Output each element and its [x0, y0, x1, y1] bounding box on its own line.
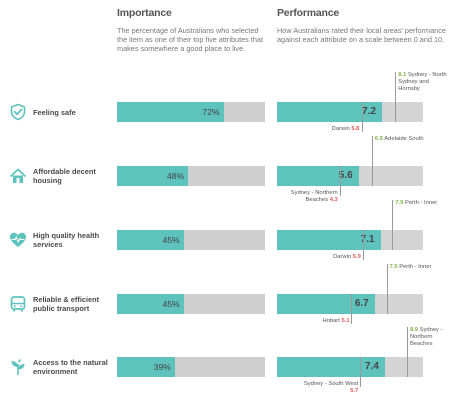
high-annotation: 6.5 Adelaide South	[375, 136, 424, 143]
importance-value: 39%	[153, 362, 171, 372]
importance-bar	[117, 357, 175, 377]
high-place: Adelaide South	[384, 136, 424, 142]
importance-bar-track: 45%	[117, 294, 265, 314]
importance-title: Importance	[117, 7, 172, 19]
performance-value: 7.1	[360, 234, 375, 245]
high-marker	[406, 327, 408, 377]
performance-bar-track: 7.4	[277, 357, 423, 377]
performance-bar-track: 7.1	[277, 230, 423, 250]
low-score: 5.1	[341, 318, 350, 324]
performance-bar	[277, 102, 383, 122]
performance-bar-track: 7.2	[277, 102, 423, 122]
importance-bar	[117, 294, 184, 314]
high-place: Perth - Inner	[405, 200, 438, 206]
plant-icon	[9, 358, 27, 376]
low-score: 4.3	[329, 197, 338, 203]
importance-bar-track: 45%	[117, 230, 265, 250]
high-marker	[392, 200, 394, 250]
high-marker	[395, 72, 397, 122]
importance-value: 45%	[162, 235, 180, 245]
importance-value: 45%	[162, 299, 180, 309]
attribute-label: Reliable & efficient public transport	[33, 295, 100, 313]
performance-value: 7.4	[365, 361, 379, 372]
high-place: Perth - Inner	[399, 264, 432, 270]
performance-bar	[277, 166, 359, 186]
low-marker	[351, 294, 353, 324]
low-place: Sydney - South West	[303, 381, 359, 387]
high-score: 7.9	[395, 200, 404, 206]
attribute-label: Access to the natural environment	[33, 358, 108, 376]
low-score: 5.7	[350, 388, 359, 394]
performance-bar	[277, 294, 375, 314]
low-place: Darwin	[331, 126, 350, 132]
importance-description: The percentage of Australians who select…	[117, 26, 264, 54]
importance-bar	[117, 166, 189, 186]
low-score: 5.9	[352, 254, 361, 260]
high-score: 6.5	[374, 136, 383, 142]
low-annotation: Darwin 5.9	[333, 254, 361, 261]
performance-value: 7.2	[362, 106, 377, 117]
performance-bar	[277, 357, 386, 377]
importance-bar	[117, 230, 184, 250]
high-annotation: 7.9 Perth - Inner	[395, 200, 437, 207]
heart-pulse-icon	[9, 231, 27, 249]
high-annotation: 8.9 Sydney - Northern Beaches	[410, 327, 450, 348]
attribute-label: Affordable decent housing	[33, 167, 96, 185]
low-place: Sydney - Northern Beaches	[290, 190, 338, 203]
high-marker	[371, 136, 373, 186]
low-annotation: Sydney - Northern Beaches 4.3	[280, 190, 338, 204]
importance-value: 72%	[202, 107, 220, 117]
performance-bar	[277, 230, 381, 250]
attribute-label: Feeling safe	[33, 108, 76, 117]
high-score: 8.9	[409, 327, 418, 333]
performance-description: How Australians rated their local areas'…	[277, 26, 446, 45]
bus-icon	[9, 295, 27, 313]
performance-value: 6.7	[354, 298, 369, 309]
house-icon	[9, 167, 27, 185]
low-marker	[339, 166, 341, 196]
importance-bar-track: 39%	[117, 357, 265, 377]
performance-bar-track: 5.6	[277, 166, 423, 186]
performance-value: 5.6	[338, 170, 353, 181]
importance-bar	[117, 102, 224, 122]
low-annotation: Hobart 5.1	[322, 318, 349, 325]
performance-title: Performance	[277, 7, 339, 19]
high-annotation: 8.1 Sydney - North Sydney and Hornsby	[398, 72, 450, 93]
low-place: Darwin	[333, 254, 352, 260]
high-marker	[386, 264, 388, 314]
high-place: Sydney - North Sydney and Hornsby	[398, 72, 447, 92]
attribute-label: High quality health services	[33, 231, 100, 249]
importance-bar-track: 72%	[117, 102, 265, 122]
low-annotation: Sydney - South West 5.7	[300, 381, 358, 395]
low-marker	[361, 102, 363, 132]
low-score: 5.8	[351, 126, 360, 132]
importance-bar-track: 48%	[117, 166, 265, 186]
high-score: 8.1	[398, 72, 407, 78]
high-score: 7.5	[389, 264, 398, 270]
performance-bar-track: 6.7	[277, 294, 423, 314]
high-place: Sydney - Northern Beaches	[409, 327, 443, 347]
importance-value: 48%	[167, 171, 185, 181]
high-annotation: 7.5 Perth - Inner	[390, 264, 432, 271]
low-place: Hobart	[322, 318, 340, 324]
low-annotation: Darwin 5.8	[332, 126, 360, 133]
shield-check-icon	[9, 103, 27, 121]
low-marker	[363, 230, 365, 260]
low-marker	[360, 357, 362, 387]
